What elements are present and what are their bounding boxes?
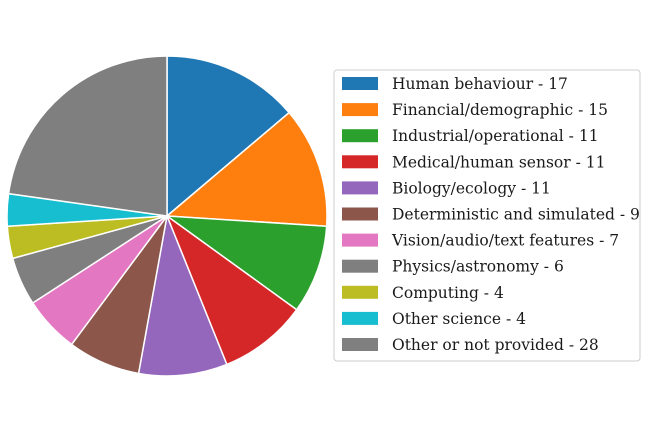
legend-label-8: Physics/astronomy - 6 [392,258,564,276]
legend-swatch-1 [342,77,378,90]
legend-label-11: Other or not provided - 28 [392,336,599,354]
legend-frame [333,69,641,362]
pie-slice-2 [166,111,328,227]
pie-slice-3 [166,215,328,311]
legend-swatch-5 [342,181,378,195]
legend-label-9: Computing - 4 [392,284,504,302]
legend-label-4: Medical/human sensor - 11 [392,153,605,171]
legend-swatch-3 [342,129,378,143]
pie-slice-11 [7,55,168,217]
legend-label-6: Deterministic and simulated - 9 [392,206,640,224]
pie-slice-1 [166,55,290,217]
legend-swatch-10 [342,311,378,325]
legend-label-7: Vision/audio/text features - 7 [391,232,619,250]
pie-slice-5 [137,215,228,377]
pie-slice-4 [166,215,298,366]
legend-label-5: Biology/ecology - 11 [392,179,551,197]
legend-label-2: Financial/demographic - 15 [392,101,608,119]
legend-swatch-11 [342,338,378,351]
legend-swatch-8 [342,259,378,273]
legend-swatch-9 [342,285,378,299]
legend-swatch-2 [342,103,378,117]
legend-label-10: Other science - 4 [392,310,526,328]
legend-swatch-6 [342,207,378,221]
legend-label-3: Industrial/operational - 11 [392,127,599,145]
pie-slices [6,55,328,377]
legend: Human behaviour - 17 Financial/demographi… [333,69,641,362]
legend-swatch-7 [342,233,378,247]
legend-label-1: Human behaviour - 17 [392,75,568,93]
legend-swatch-4 [342,155,378,169]
